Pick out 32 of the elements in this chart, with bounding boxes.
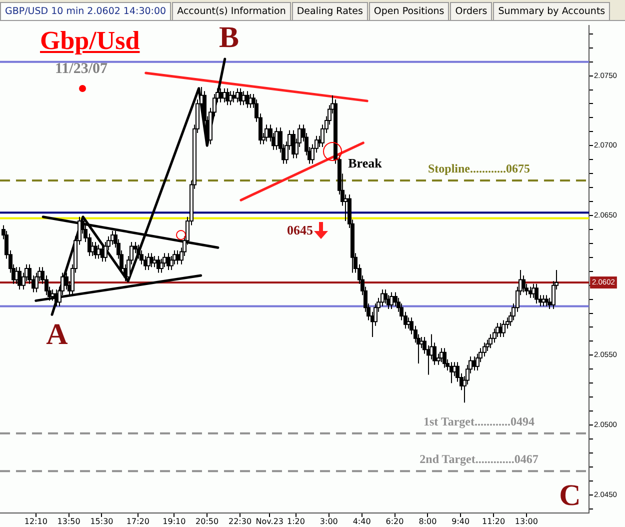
x-tick-label: 6:20 [386,516,404,526]
ref-line-label: 2nd Target.............0467 [420,452,538,466]
x-tick-label: 11:20 [482,516,506,526]
x-tick-label: Nov.23 [256,516,284,526]
text: Account(s) Information [172,2,291,20]
ref-line-label: Stopline............0675 [428,162,530,176]
text: Open Positions [368,2,450,20]
text: Dealing Rates [292,2,368,20]
annotation: Break [348,156,382,170]
x-tick-label: 15:30 [90,516,114,526]
x-tick-label: 12:10 [24,516,48,526]
annotation: C [559,479,581,512]
annotation: A [46,318,68,351]
x-tick-label: 17:20 [126,516,150,526]
x-tick-label: 1:20 [286,516,305,526]
x-tick-label: 20:50 [196,516,219,526]
x-tick-label: 22:30 [228,516,252,526]
annotation: B [218,21,240,54]
x-tick-label: 13:00 [514,516,538,526]
x-tick-label: 3:00 [320,516,338,526]
text: 11/23/07 [55,61,108,78]
text: GBP/USD 10 min 2.0602 14:30:00 [0,2,172,20]
ref-line-label: 1st Target............0494 [424,414,534,428]
chart-title: Gbp/Usd [40,26,140,55]
x-tick-label: 13:50 [57,516,80,526]
text: Orders [450,2,492,20]
annotation: 0645 [287,222,313,238]
x-tick-label: 9:40 [452,516,470,526]
x-tick-label: 8:00 [418,516,437,526]
x-tick-label: 19:10 [162,516,186,526]
x-tick-label: 4:40 [352,516,371,526]
text: Summary by Accounts [493,2,610,20]
